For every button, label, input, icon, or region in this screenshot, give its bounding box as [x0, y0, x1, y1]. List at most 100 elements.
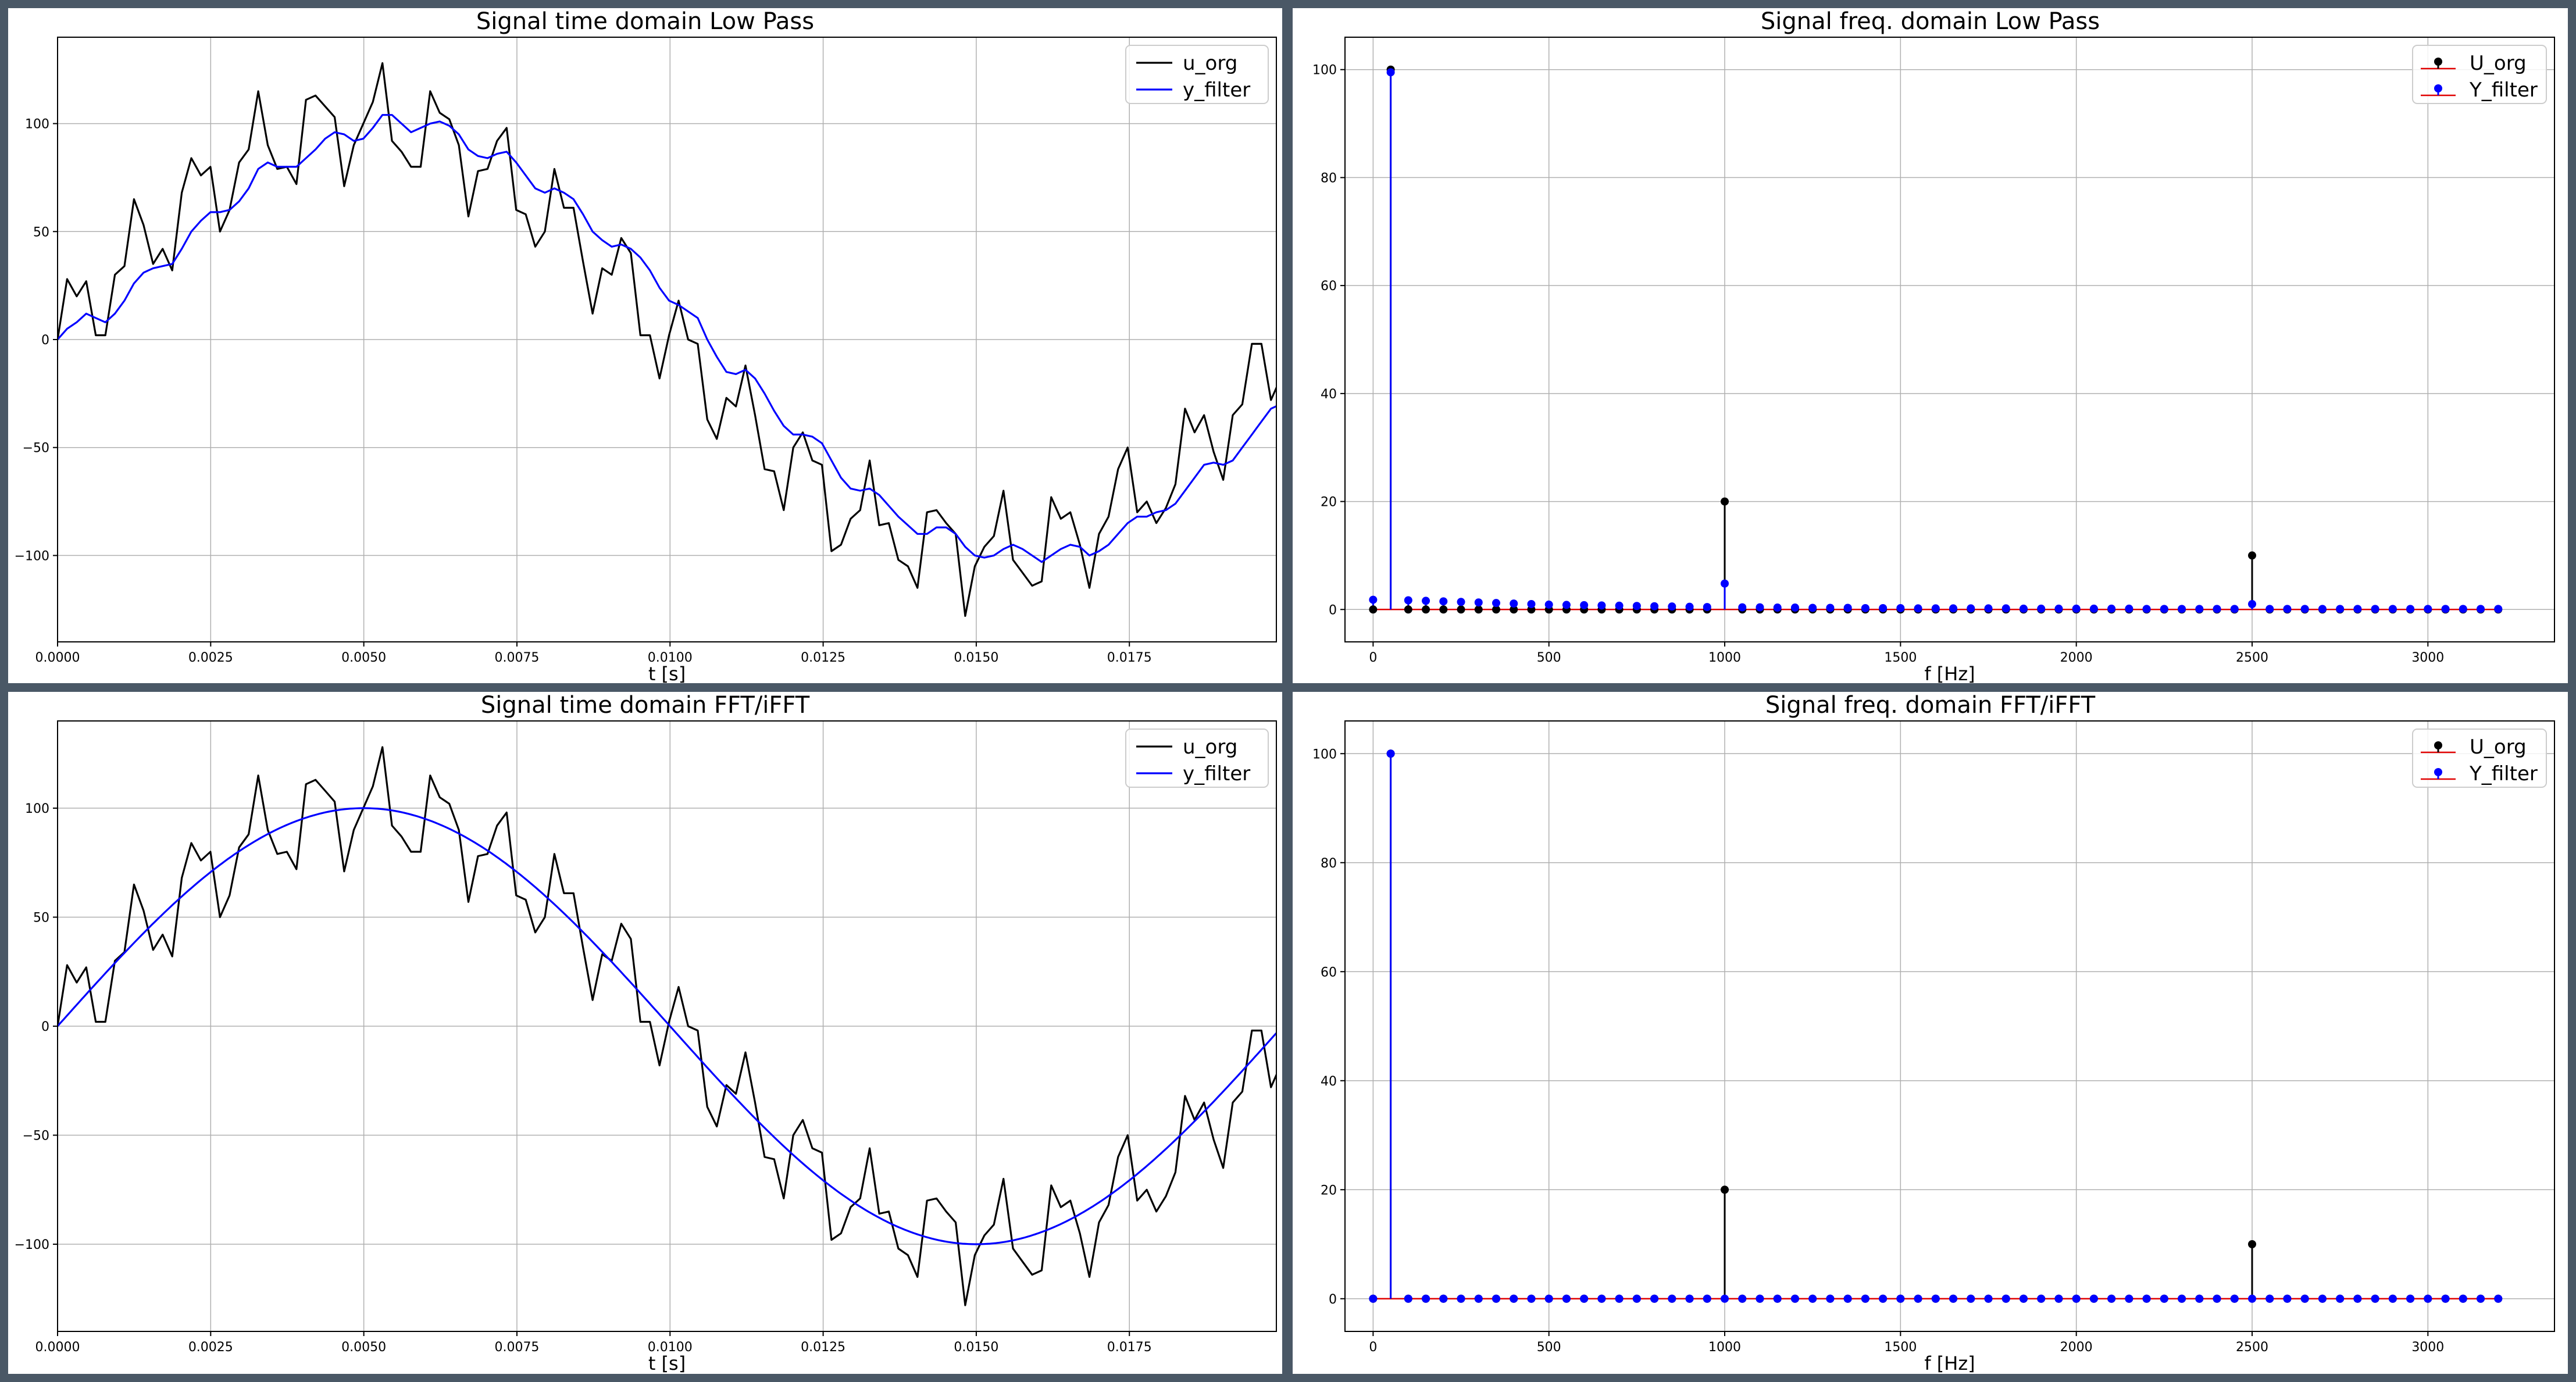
marker-y-filter — [2142, 605, 2151, 613]
marker-y-filter — [1544, 600, 1553, 609]
marker-y-filter — [2160, 605, 2168, 613]
marker-y-filter — [1457, 1294, 1465, 1303]
marker-y-filter — [1615, 601, 1624, 610]
marker-y-filter — [1632, 602, 1641, 610]
axes-frame — [57, 37, 1277, 642]
marker-y-filter — [1580, 1294, 1589, 1303]
marker-y-filter — [1685, 1294, 1694, 1303]
legend-box — [2412, 45, 2547, 104]
marker-y-filter — [1914, 604, 1922, 613]
marker-y-filter — [1984, 1294, 1993, 1303]
marker-y-filter — [2406, 605, 2415, 613]
x-tick-label: 3000 — [2411, 1340, 2444, 1355]
marker-y-filter — [1562, 1294, 1571, 1303]
marker-y-filter — [2336, 1294, 2345, 1303]
x-tick-label: 0.0175 — [1107, 1340, 1152, 1355]
plot-area — [1369, 749, 2503, 1303]
marker-y-filter — [2441, 1294, 2450, 1303]
marker-y-filter — [1756, 1294, 1764, 1303]
marker-y-filter — [2283, 605, 2292, 613]
marker-y-filter — [1967, 1294, 1975, 1303]
y-tick-label: 100 — [25, 117, 49, 132]
x-tick-label: 3000 — [2411, 651, 2444, 665]
marker-y-filter — [2265, 605, 2274, 613]
y-tick-label: 50 — [33, 225, 49, 240]
marker-y-filter — [2213, 1294, 2221, 1303]
y-tick-label: 0 — [41, 1020, 49, 1034]
series-line-y-filter — [58, 807, 1276, 1245]
marker-y-filter — [2178, 605, 2186, 613]
marker-u-org — [1474, 605, 1483, 614]
marker-y-filter — [1738, 1294, 1747, 1303]
x-tick-label: 0.0125 — [801, 1340, 845, 1355]
marker-y-filter — [1474, 1294, 1483, 1303]
marker-y-filter — [2441, 605, 2450, 613]
marker-y-filter — [1386, 68, 1395, 77]
y-tick-label: 40 — [1321, 1074, 1337, 1089]
series-line-u-org — [58, 746, 1276, 1306]
marker-y-filter — [2142, 1294, 2151, 1303]
marker-y-filter — [1650, 1294, 1659, 1303]
x-tick-label: 1000 — [1708, 651, 1741, 665]
marker-y-filter — [1527, 600, 1536, 608]
legend-label-y-filter: y_filter — [1183, 762, 1250, 785]
chart-title: Signal freq. domain FFT/iFFT — [1765, 692, 2096, 719]
y-tick-label: 60 — [1321, 279, 1337, 294]
marker-y-filter — [1949, 604, 1958, 613]
marker-y-filter — [2300, 1294, 2309, 1303]
marker-y-filter — [2054, 604, 2063, 613]
marker-y-filter — [1386, 749, 1395, 758]
marker-y-filter — [1879, 1294, 1888, 1303]
marker-y-filter — [1580, 601, 1589, 609]
marker-y-filter — [1668, 1294, 1676, 1303]
marker-y-filter — [2248, 1294, 2256, 1303]
x-axis-label: f [Hz] — [1924, 1352, 1975, 1374]
x-tick-label: 0.0075 — [494, 1340, 539, 1355]
marker-y-filter — [1527, 1294, 1536, 1303]
plot-area — [1369, 65, 2503, 614]
marker-y-filter — [2019, 604, 2028, 613]
chart-title: Signal time domain Low Pass — [476, 8, 814, 35]
x-tick-label: 0 — [1369, 1340, 1377, 1355]
legend-label-U-org: U_org — [2470, 52, 2527, 75]
y-tick-label: 100 — [25, 802, 49, 816]
marker-y-filter — [2300, 605, 2309, 613]
y-tick-label: 80 — [1321, 171, 1337, 185]
marker-y-filter — [1404, 1294, 1412, 1303]
marker-y-filter — [1773, 1294, 1782, 1303]
x-tick-label: 0.0025 — [188, 1340, 233, 1355]
marker-y-filter — [2037, 1294, 2046, 1303]
marker-y-filter — [2072, 604, 2081, 613]
marker-y-filter — [1369, 1294, 1378, 1303]
marker-y-filter — [2107, 604, 2116, 613]
y-tick-label: 100 — [1312, 747, 1337, 762]
series-line-u-org — [58, 62, 1276, 617]
x-tick-label: 0.0000 — [35, 1340, 80, 1355]
marker-y-filter — [1615, 1294, 1624, 1303]
axes-frame — [1344, 37, 2555, 642]
marker-y-filter — [1914, 1294, 1922, 1303]
x-tick-label: 500 — [1537, 1340, 1561, 1355]
x-axis-label: t [s] — [648, 1352, 686, 1374]
marker-y-filter — [1790, 603, 1799, 612]
x-tick-label: 2000 — [2060, 651, 2093, 665]
marker-y-filter — [1632, 1294, 1641, 1303]
x-tick-label: 0.0000 — [35, 651, 80, 665]
marker-y-filter — [2248, 600, 2256, 608]
y-tick-label: −100 — [15, 549, 49, 563]
y-tick-label: 0 — [1329, 1292, 1337, 1307]
marker-y-filter — [2178, 1294, 2186, 1303]
marker-y-filter — [2406, 1294, 2415, 1303]
marker-y-filter — [2353, 1294, 2362, 1303]
x-axis-label: t [s] — [648, 663, 686, 683]
panel-freq-fft: Signal freq. domain FFT/iFFT 0 500 1000 1500… — [1293, 692, 2568, 1374]
chart-title: Signal freq. domain Low Pass — [1761, 8, 2100, 35]
marker-y-filter — [1597, 1294, 1606, 1303]
marker-y-filter — [1721, 579, 1729, 588]
legend-label-Y-filter: Y_filter — [2469, 78, 2538, 102]
chart-title: Signal time domain FFT/iFFT — [481, 692, 810, 719]
marker-y-filter — [1510, 1294, 1518, 1303]
marker-y-filter — [2160, 1294, 2168, 1303]
legend-marker-swatch — [2434, 84, 2442, 92]
